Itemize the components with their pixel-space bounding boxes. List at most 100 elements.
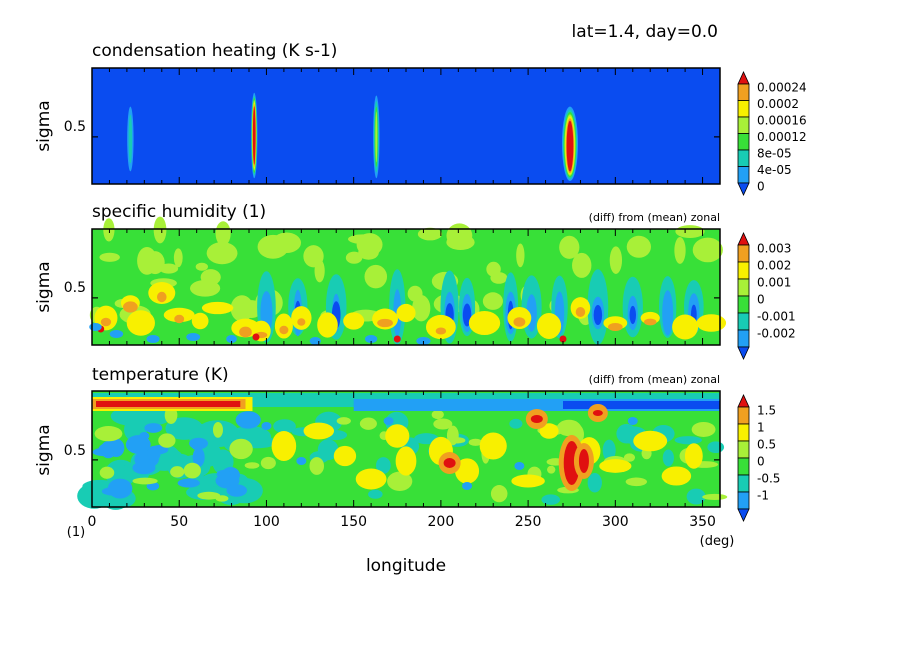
x-tick-label: 200 [428,514,455,530]
temperature-patch [183,462,201,479]
humidity-patch [195,262,208,271]
panel-1-colorbar: 0.00024 0.0002 0.00016 0.00012 8e-05 4e-05 0 [737,71,807,196]
humidity-patch [536,313,562,339]
colorbar-arrow-top [737,71,750,85]
temperature-patch [147,445,161,462]
humidity-patch [89,323,102,331]
temperature-patch [212,421,223,438]
temperature-patch [539,423,559,439]
humidity-patch [206,241,238,265]
temperature-patch [602,439,616,462]
humidity-patch [609,246,623,274]
humidity-patch [396,303,416,323]
temperature-patch [431,410,444,420]
colorbar-segment [737,329,750,348]
temperature-patch [633,430,668,452]
x-tick-label: 300 [602,514,629,530]
plot-background [92,68,720,184]
colorbar-arrow-top [737,394,750,408]
temperature-patch [661,466,692,486]
temperature-patch [244,462,260,469]
x-axis-unit: (deg) [700,534,735,549]
humidity-patch [343,312,365,330]
temperature-patch [216,469,231,479]
colorbar-label: -0.001 [757,310,796,324]
temperature-patch [385,424,410,448]
humidity-patch [137,246,157,275]
temperature-patch [449,437,466,444]
colorbar-segment [737,295,750,314]
panel-1-plot [91,67,721,185]
humidity-patch [279,325,289,335]
panel-3-plot [77,390,728,510]
humidity-patch [446,234,475,250]
humidity-patch [252,333,260,341]
humidity-patch [309,337,321,345]
temperature-patch [261,422,272,430]
temperature-patch [192,447,205,468]
humidity-patch [696,314,727,332]
temperature-patch [387,471,413,491]
temperature-patch [226,484,248,497]
temperature-patch [674,436,702,445]
colorbar-label: 0 [757,455,765,469]
temperature-patch [144,423,163,433]
temperature-patch [578,449,589,473]
x-axis-corner: (1) [67,525,85,540]
colorbar-segment [737,166,750,184]
heating-column-163-level-3 [375,111,378,163]
panel-2-subtitle: (diff) from (mean) zonal [589,211,720,224]
colorbar-segment [737,312,750,331]
humidity-patch [191,312,209,330]
temperature-patch [197,491,221,500]
colorbar-segment [737,133,750,151]
temperature-patch [77,483,112,509]
humidity-patch [516,243,525,268]
colorbar-label: 0 [757,180,765,194]
colorbar-arrow-top [737,232,750,246]
humidity-patch [572,252,592,278]
temperature-patch [132,477,158,485]
colorbar-segment [737,474,750,493]
temperature-patch [296,457,307,465]
colorbar-segment [737,261,750,280]
temperature-patch [158,433,176,448]
x-tick-label: 100 [253,514,280,530]
temperature-patch [627,417,638,425]
temperature-patch [443,458,456,468]
humidity-patch [109,330,124,338]
colorbar-label: 0.5 [757,438,776,452]
temperature-patch [556,419,582,437]
temperature-patch [541,494,561,505]
temperature-patch [625,477,647,487]
humidity-patch [345,251,363,264]
temperature-patch [177,478,200,488]
temperature-patch [490,485,508,503]
panel-temperature: temperature (K) (diff) from (mean) zonal… [34,365,780,522]
temperature-patch [395,446,417,476]
panel-1-title: condensation heating (K s-1) [92,41,337,61]
humidity-patch [364,335,378,343]
humidity-patch [348,234,378,245]
panel-3-title: temperature (K) [92,365,229,385]
temperature-patch [271,431,297,461]
heating-column-93-level-6 [252,106,256,165]
x-tick-label: 250 [515,514,542,530]
temperature-patch [359,417,377,430]
panel-3-ylabel: sigma [34,424,54,475]
temperature-patch [191,442,202,450]
temperature-patch [686,488,706,505]
x-tick-label: 0 [88,514,97,530]
humidity-patch [608,322,623,332]
temperature-patch [462,482,473,490]
heating-column-274-level-6 [566,120,574,172]
temperature-patch [563,401,720,409]
temperature-patch [547,465,556,474]
x-tick-label: 150 [340,514,367,530]
temperature-patch [511,474,545,488]
colorbar-label: 1 [757,421,765,435]
temperature-patch [599,459,632,473]
temperature-patch [170,466,185,478]
temperature-patch [98,442,124,457]
humidity-patch [146,335,160,343]
